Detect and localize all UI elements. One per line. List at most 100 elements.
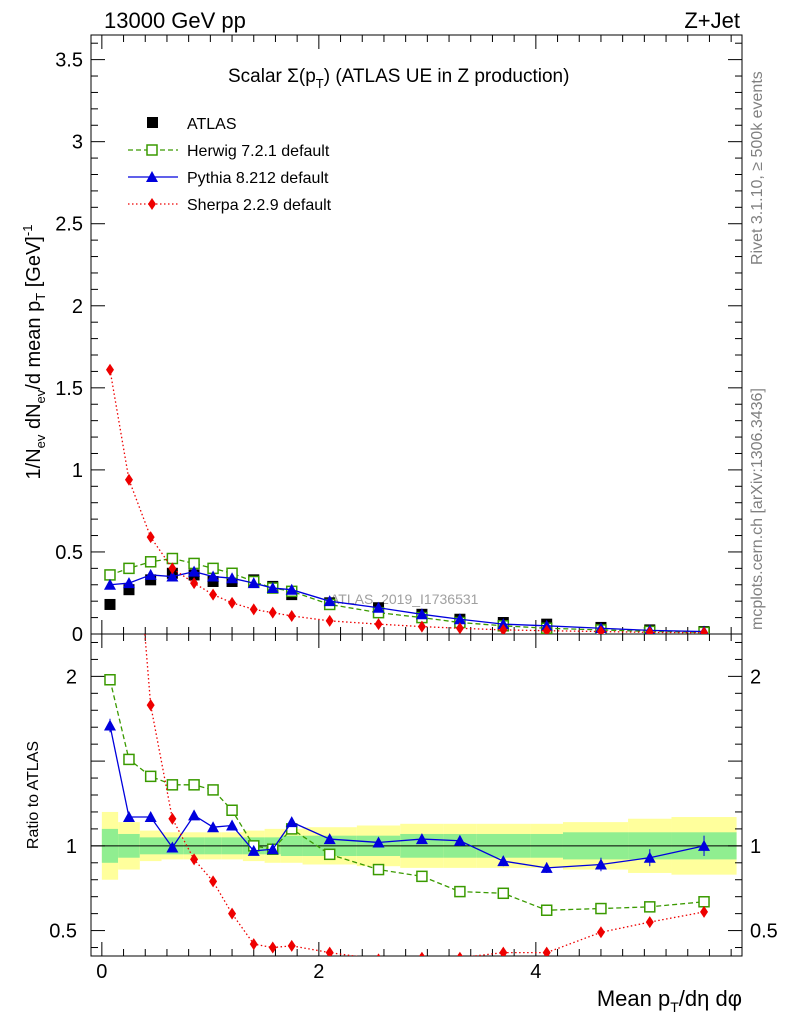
- pythia-point: [226, 572, 239, 584]
- main-y-tick-label: 0: [72, 624, 83, 646]
- sherpa-point: [287, 939, 296, 952]
- header-process: Z+Jet: [684, 8, 740, 33]
- pythia-point: [415, 833, 428, 845]
- sherpa-point: [125, 433, 133, 445]
- legend-herwig-label: Herwig 7.2.1 default: [187, 143, 330, 160]
- sherpa-point: [268, 941, 277, 954]
- main-y-tick-label: 1.5: [55, 378, 83, 400]
- mcplots-reference-label: mcplots.cern.ch [arXiv:1306.3436]: [749, 388, 766, 630]
- pythia-point: [266, 843, 279, 855]
- herwig-point: [698, 896, 710, 908]
- legend-pythia-label: Pythia 8.212 default: [187, 170, 329, 187]
- sherpa-point: [374, 618, 383, 631]
- pythia-point: [103, 578, 116, 590]
- sherpa-point: [168, 812, 177, 825]
- herwig-point: [497, 887, 510, 900]
- herwig-point: [323, 848, 336, 861]
- legend-herwig-marker: [146, 144, 158, 156]
- legend-atlas-label: ATLAS: [187, 116, 237, 133]
- main-y-tick-label: 2: [72, 296, 83, 318]
- ratio-data-layer: [103, 433, 711, 956]
- herwig-point: [226, 804, 238, 817]
- herwig-point: [540, 904, 553, 916]
- sherpa-point: [376, 953, 381, 956]
- main-y-tick-label: 3.5: [55, 50, 83, 72]
- sherpa-point: [268, 606, 277, 619]
- sherpa-point: [228, 596, 237, 609]
- pythia-point: [226, 819, 239, 831]
- sherpa-point: [249, 603, 258, 616]
- ratio-y-tick-label-right: 2: [750, 666, 761, 688]
- main-y-axis-label: 1/Nev dNev/d mean pT [GeV]-1: [20, 225, 48, 480]
- pythia-point: [453, 834, 466, 846]
- pythia-point: [453, 613, 466, 625]
- pythia-point: [207, 821, 220, 833]
- herwig-point: [104, 674, 116, 686]
- herwig-line: [109, 679, 705, 911]
- legend-atlas-marker: [147, 117, 158, 128]
- legend-pythia-marker: [146, 171, 158, 182]
- sherpa-point: [596, 625, 605, 634]
- sherpa-point: [700, 905, 709, 918]
- ratio-y-tick-label-right: 0.5: [750, 921, 778, 943]
- pythia-point: [122, 577, 135, 589]
- sherpa-point: [645, 626, 654, 634]
- legend-sherpa-label: Sherpa 2.2.9 default: [187, 197, 332, 214]
- sherpa-point: [700, 626, 709, 634]
- pythia-point: [103, 719, 116, 731]
- herwig-point: [188, 779, 200, 791]
- sherpa-point: [455, 622, 464, 634]
- main-y-tick-label: 2.5: [55, 214, 83, 236]
- legend-sherpa-marker: [148, 198, 156, 210]
- herwig-point: [144, 556, 157, 568]
- sherpa-point: [209, 588, 218, 601]
- sherpa-point: [146, 531, 155, 544]
- sherpa-point: [325, 946, 334, 956]
- pythia-point: [166, 841, 179, 853]
- chart-title: Scalar Σ(pT) (ATLAS UE in Z production): [228, 66, 569, 91]
- x-axis-label: Mean pT/dη dφ: [597, 986, 742, 1015]
- sherpa-point: [457, 951, 463, 956]
- ratio-uncertainty-bands: [101, 811, 737, 880]
- ratio-y-tick-label: 0.5: [49, 921, 77, 943]
- atlas-point: [104, 598, 116, 610]
- sherpa-point: [419, 951, 425, 956]
- pythia-point: [144, 811, 157, 823]
- herwig-point: [166, 779, 179, 791]
- x-tick-label: 2: [313, 961, 324, 983]
- ratio-y-tick-label-right: 1: [750, 836, 761, 858]
- pythia-point: [497, 855, 510, 867]
- sherpa-point: [168, 562, 177, 575]
- sherpa-point: [325, 614, 334, 627]
- herwig-point: [144, 770, 157, 783]
- pythia-point: [323, 595, 336, 607]
- herwig-point: [372, 863, 385, 876]
- pythia-point: [285, 816, 298, 828]
- pythia-point: [266, 582, 279, 594]
- sherpa-point: [124, 473, 133, 486]
- sherpa-point: [190, 577, 199, 590]
- sherpa-point: [417, 620, 426, 633]
- pythia-point: [247, 577, 260, 589]
- pythia-point: [166, 570, 179, 582]
- pythia-point: [372, 836, 385, 848]
- herwig-point: [416, 870, 428, 883]
- sherpa-point: [542, 624, 551, 634]
- sherpa-point: [190, 853, 199, 866]
- pythia-point: [415, 608, 428, 620]
- legend: ATLAS Herwig 7.2.1 default Pythia 8.212 …: [128, 116, 332, 214]
- pythia-point: [372, 601, 385, 613]
- herwig-point: [123, 753, 135, 766]
- pythia-point: [698, 839, 711, 851]
- main-y-tick-label: 3: [72, 132, 83, 154]
- herwig-point: [644, 901, 656, 913]
- pythia-point: [323, 833, 336, 845]
- sherpa-point: [105, 363, 114, 376]
- atlas-point: [123, 584, 135, 596]
- header-energy: 13000 GeV pp: [104, 8, 246, 33]
- pythia-point: [247, 844, 260, 856]
- herwig-point: [104, 569, 116, 581]
- pythia-point: [122, 811, 135, 823]
- sherpa-point: [249, 938, 258, 951]
